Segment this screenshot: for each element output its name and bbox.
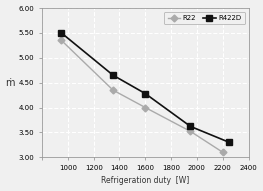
R422D (144, 92, 147, 95)
Line: R422D: R422D (58, 30, 232, 146)
R422D (228, 141, 231, 143)
R422D (112, 74, 115, 76)
R22 (221, 151, 224, 153)
X-axis label: Refrigeration duty  [W]: Refrigeration duty [W] (101, 176, 189, 185)
Legend: R22, R422D: R22, R422D (164, 11, 245, 24)
R422D (60, 32, 63, 34)
R22 (189, 130, 192, 133)
Line: R22: R22 (59, 38, 225, 155)
Y-axis label: ṁ: ṁ (6, 78, 15, 88)
R22 (144, 106, 147, 109)
R22 (60, 39, 63, 41)
R422D (189, 125, 192, 128)
R22 (112, 89, 115, 91)
